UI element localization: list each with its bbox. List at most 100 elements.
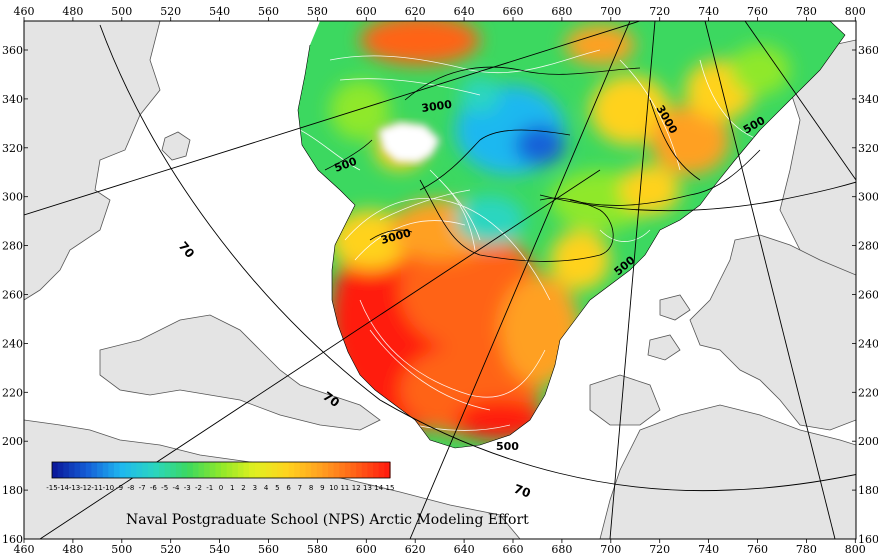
x-tick-bottom-740: 740 (698, 543, 719, 556)
x-tick-bottom-700: 700 (600, 543, 621, 556)
colorbar-swatch (209, 462, 216, 478)
colorbar-swatch (102, 462, 109, 478)
land-east-mid-island (589, 374, 661, 426)
x-tick-bottom-460: 460 (14, 543, 35, 556)
land-northwest (24, 21, 161, 301)
contour-label-3000-north: 3000 (421, 98, 453, 115)
meridian-5 (704, 21, 836, 539)
field-edge-500 (297, 21, 846, 449)
colorbar-swatch (350, 462, 357, 478)
meridian-3 (409, 21, 631, 539)
colorbar-label--15: -15 (46, 484, 57, 492)
y-tick-left-280: 280 (2, 240, 23, 253)
x-tick-bottom-520: 520 (160, 543, 181, 556)
colorbar-swatch (356, 462, 363, 478)
y-tick-right-200: 200 (858, 435, 878, 448)
colorbar-swatch (384, 462, 391, 478)
contour-500-south (419, 179, 614, 262)
colorbar-swatch (277, 462, 284, 478)
colorbar-swatch (378, 462, 385, 478)
land-east-islands (689, 234, 856, 431)
y-tick-right-320: 320 (858, 142, 878, 155)
x-tick-top-500: 500 (111, 5, 132, 18)
y-tick-left-200: 200 (2, 435, 23, 448)
colorbar-swatch (260, 462, 267, 478)
colorbar-label-6: 6 (286, 484, 291, 492)
colorbar-swatch (198, 462, 205, 478)
y-tick-left-220: 220 (2, 386, 23, 399)
x-tick-bottom-680: 680 (551, 543, 572, 556)
colorbar-label--11: -11 (91, 484, 102, 492)
x-tick-top-620: 620 (405, 5, 426, 18)
colorbar-swatch (333, 462, 340, 478)
x-tick-top-540: 540 (209, 5, 230, 18)
x-tick-top-740: 740 (698, 5, 719, 18)
colorbar-swatch (266, 462, 273, 478)
x-tick-bottom-780: 780 (796, 543, 817, 556)
colorbar-label-2: 2 (241, 484, 245, 492)
x-tick-bottom-540: 540 (209, 543, 230, 556)
colorbar-swatch (328, 462, 335, 478)
colorbar-swatch (68, 462, 76, 478)
colorbar-swatch (226, 462, 233, 478)
colorbar-swatch (271, 462, 278, 478)
colorbar-swatch (57, 462, 64, 478)
meridian-4 (609, 21, 656, 539)
y-tick-left-260: 260 (2, 289, 23, 302)
y-tick-left-180: 180 (2, 484, 23, 497)
contour-500-west (324, 139, 373, 171)
colorbar-swatch (215, 462, 222, 478)
colorbar-label--1: -1 (206, 484, 213, 492)
x-tick-top-580: 580 (307, 5, 328, 18)
colorbar-label--12: -12 (80, 484, 91, 492)
y-tick-left-360: 360 (2, 44, 23, 57)
y-tick-right-300: 300 (858, 191, 878, 204)
colorbar-label-3: 3 (253, 484, 257, 492)
x-tick-top-460: 460 (14, 5, 35, 18)
plot-frame (23, 20, 857, 540)
colorbar-label-15: 15 (386, 484, 395, 492)
colorbar-label-13: 13 (363, 484, 372, 492)
colorbar-swatch (249, 462, 256, 478)
land-masses (24, 21, 856, 539)
colorbar-swatch (294, 462, 301, 478)
colorbar-label-9: 9 (320, 484, 324, 492)
colorbar-swatch (63, 462, 70, 478)
colorbar-swatch (164, 462, 171, 478)
colorbar-label--8: -8 (127, 484, 134, 492)
y-tick-right-340: 340 (858, 93, 878, 106)
y-tick-right-360: 360 (858, 44, 878, 57)
colorbar-swatch (91, 462, 98, 478)
colorbar-swatch (113, 462, 121, 478)
x-tick-top-520: 520 (160, 5, 181, 18)
y-tick-right-280: 280 (858, 240, 878, 253)
y-axis-right: 360 340 320 300 280 260 240 220 200 180 160 (852, 44, 878, 546)
colorbar-swatch (299, 462, 307, 478)
colorbar-label--9: -9 (116, 484, 123, 492)
x-tick-top-660: 660 (503, 5, 524, 18)
x-tick-top-480: 480 (62, 5, 83, 18)
credit-text: Naval Postgraduate School (NPS) Arctic M… (126, 512, 529, 528)
x-tick-top-760: 760 (747, 5, 768, 18)
x-tick-top-800: 800 (845, 5, 866, 18)
colorbar-swatch (136, 462, 143, 478)
y-tick-right-260: 260 (858, 289, 878, 302)
colorbar-swatch (192, 462, 200, 478)
x-tick-top-560: 560 (258, 5, 279, 18)
latitude-70-circle (99, 24, 856, 492)
colorbar-swatch (80, 462, 87, 478)
x-tick-bottom-800: 800 (845, 543, 866, 556)
colorbar-label-12: 12 (352, 484, 361, 492)
colorbar-swatch (108, 462, 115, 478)
x-tick-bottom-580: 580 (307, 543, 328, 556)
bathymetry-contours (299, 49, 761, 431)
land-small-island-1 (659, 294, 691, 321)
y-tick-right-240: 240 (858, 337, 878, 350)
meridian-6 (744, 21, 856, 181)
y-tick-right-220: 220 (858, 386, 878, 399)
colorbar-label--6: -6 (150, 484, 158, 492)
colorbar-swatch (175, 462, 183, 478)
graticule (24, 21, 856, 539)
colorbar-label--7: -7 (139, 484, 146, 492)
colorbar-swatch (322, 462, 329, 478)
